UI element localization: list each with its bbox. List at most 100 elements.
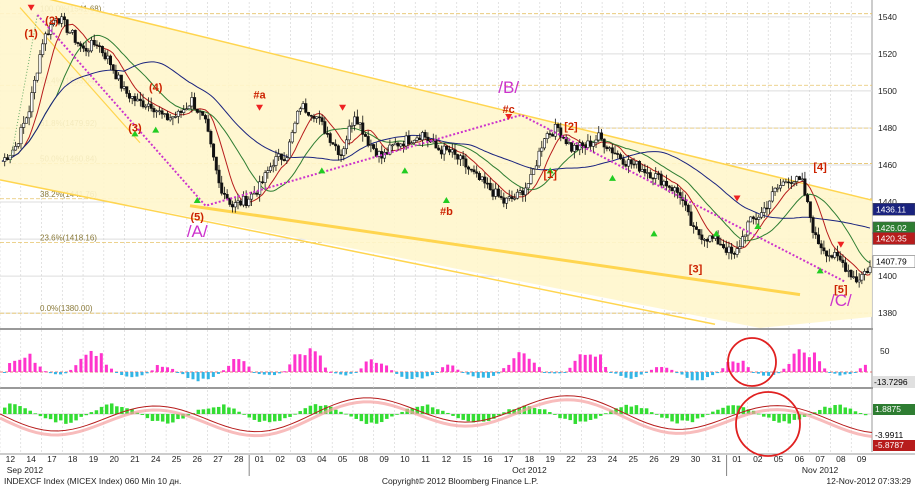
candle-body <box>458 155 462 160</box>
osc1-bar <box>634 372 638 378</box>
candle-body <box>228 198 232 205</box>
osc1-bar <box>848 372 852 375</box>
candle-body <box>111 64 115 71</box>
candle-body <box>165 113 169 121</box>
osc1-bar <box>43 371 47 373</box>
osc2-bar <box>3 407 7 414</box>
candle-body <box>665 180 669 187</box>
candle-body <box>716 235 720 245</box>
wave-label: #b <box>440 206 453 218</box>
osc2-bar <box>721 407 725 414</box>
osc1-bar <box>420 372 424 379</box>
swing-high-marker <box>733 195 741 202</box>
candle-body <box>735 248 739 255</box>
osc1-bar <box>390 370 394 372</box>
candle-body <box>559 127 563 138</box>
x-tick-label: 02 <box>276 454 286 464</box>
wave-label: #c <box>503 104 515 116</box>
osc2-bar <box>588 414 593 420</box>
swing-low-marker <box>131 130 139 137</box>
candle-body <box>363 134 367 137</box>
osc2-bar <box>690 414 695 423</box>
osc2-bar <box>334 409 338 414</box>
candle-body <box>369 144 373 146</box>
osc1-bar <box>517 352 521 372</box>
candle-body <box>684 200 688 206</box>
candle-body <box>296 110 300 124</box>
x-tick-label: 26 <box>649 454 659 464</box>
candle-body <box>244 195 248 206</box>
candle-body <box>689 211 693 226</box>
candle-body <box>27 111 31 119</box>
candle-body <box>203 115 207 120</box>
x-tick-label: 18 <box>68 454 78 464</box>
osc1-bar <box>298 354 302 372</box>
osc1-bar <box>359 368 363 372</box>
candle-body <box>561 136 565 139</box>
osc1-bar <box>400 372 404 377</box>
candle-body <box>854 276 858 283</box>
candle-body <box>808 201 812 218</box>
channel-inner-line <box>19 7 141 144</box>
candle-body <box>789 182 793 184</box>
osc2-bar <box>726 405 730 414</box>
candle-body <box>852 276 856 278</box>
candle-body <box>190 97 194 107</box>
osc2-bar <box>492 414 496 419</box>
candle-body <box>627 159 631 167</box>
candle-body <box>252 192 256 195</box>
x-tick-label: 14 <box>26 454 36 464</box>
osc1-bar <box>211 372 215 377</box>
candle-body <box>68 31 72 34</box>
candle-body <box>450 149 454 153</box>
candle-body <box>515 191 519 199</box>
candle-body <box>751 216 755 219</box>
osc1-bar <box>756 372 760 374</box>
osc1-bar <box>38 366 42 372</box>
osc1-bar <box>838 372 842 376</box>
osc2-bar <box>303 408 308 414</box>
osc2-bar <box>344 413 348 415</box>
osc2-bar <box>430 407 435 414</box>
swing-high-marker <box>256 104 264 111</box>
osc2-bar <box>644 408 649 414</box>
candle-body <box>225 194 229 199</box>
candle-body <box>849 269 853 278</box>
osc2-bar <box>451 414 455 416</box>
candle-body <box>16 143 20 147</box>
candle-body <box>250 193 254 200</box>
x-tick-label: 25 <box>629 454 639 464</box>
candle-body <box>746 221 750 236</box>
wave-label: [2] <box>564 121 578 133</box>
x-tick-label: 20 <box>109 454 119 464</box>
x-tick-label: 15 <box>462 454 472 464</box>
osc2-value-badge <box>873 440 915 451</box>
candle-body <box>149 103 153 109</box>
candle-body <box>65 19 69 33</box>
price-level-label: 1436.11 <box>876 204 906 214</box>
osc2-bar <box>634 405 639 414</box>
candle-body <box>160 110 164 115</box>
candle-body <box>448 149 452 153</box>
osc1-bar <box>731 361 735 372</box>
candle-body <box>781 181 785 186</box>
osc1-bar <box>13 360 17 372</box>
osc1-bar <box>716 372 720 374</box>
osc1-bar <box>191 372 195 380</box>
wave-label: (5) <box>191 212 205 224</box>
wave-label: (3) <box>128 123 142 135</box>
osc1-bar <box>237 359 241 372</box>
osc1-bar <box>329 371 333 373</box>
osc1-bar <box>619 372 623 376</box>
candle-body <box>496 188 500 197</box>
osc1-bar <box>741 360 745 372</box>
osc1-bar <box>374 362 378 372</box>
osc1-bar <box>216 372 220 374</box>
wave-label: [4] <box>813 162 827 174</box>
x-tick-label: 23 <box>587 454 597 464</box>
osc1-bar <box>624 372 628 378</box>
osc2-bar <box>18 406 22 414</box>
osc1-bar <box>160 366 164 372</box>
osc2-bar <box>553 414 557 415</box>
candle-body <box>841 259 845 264</box>
